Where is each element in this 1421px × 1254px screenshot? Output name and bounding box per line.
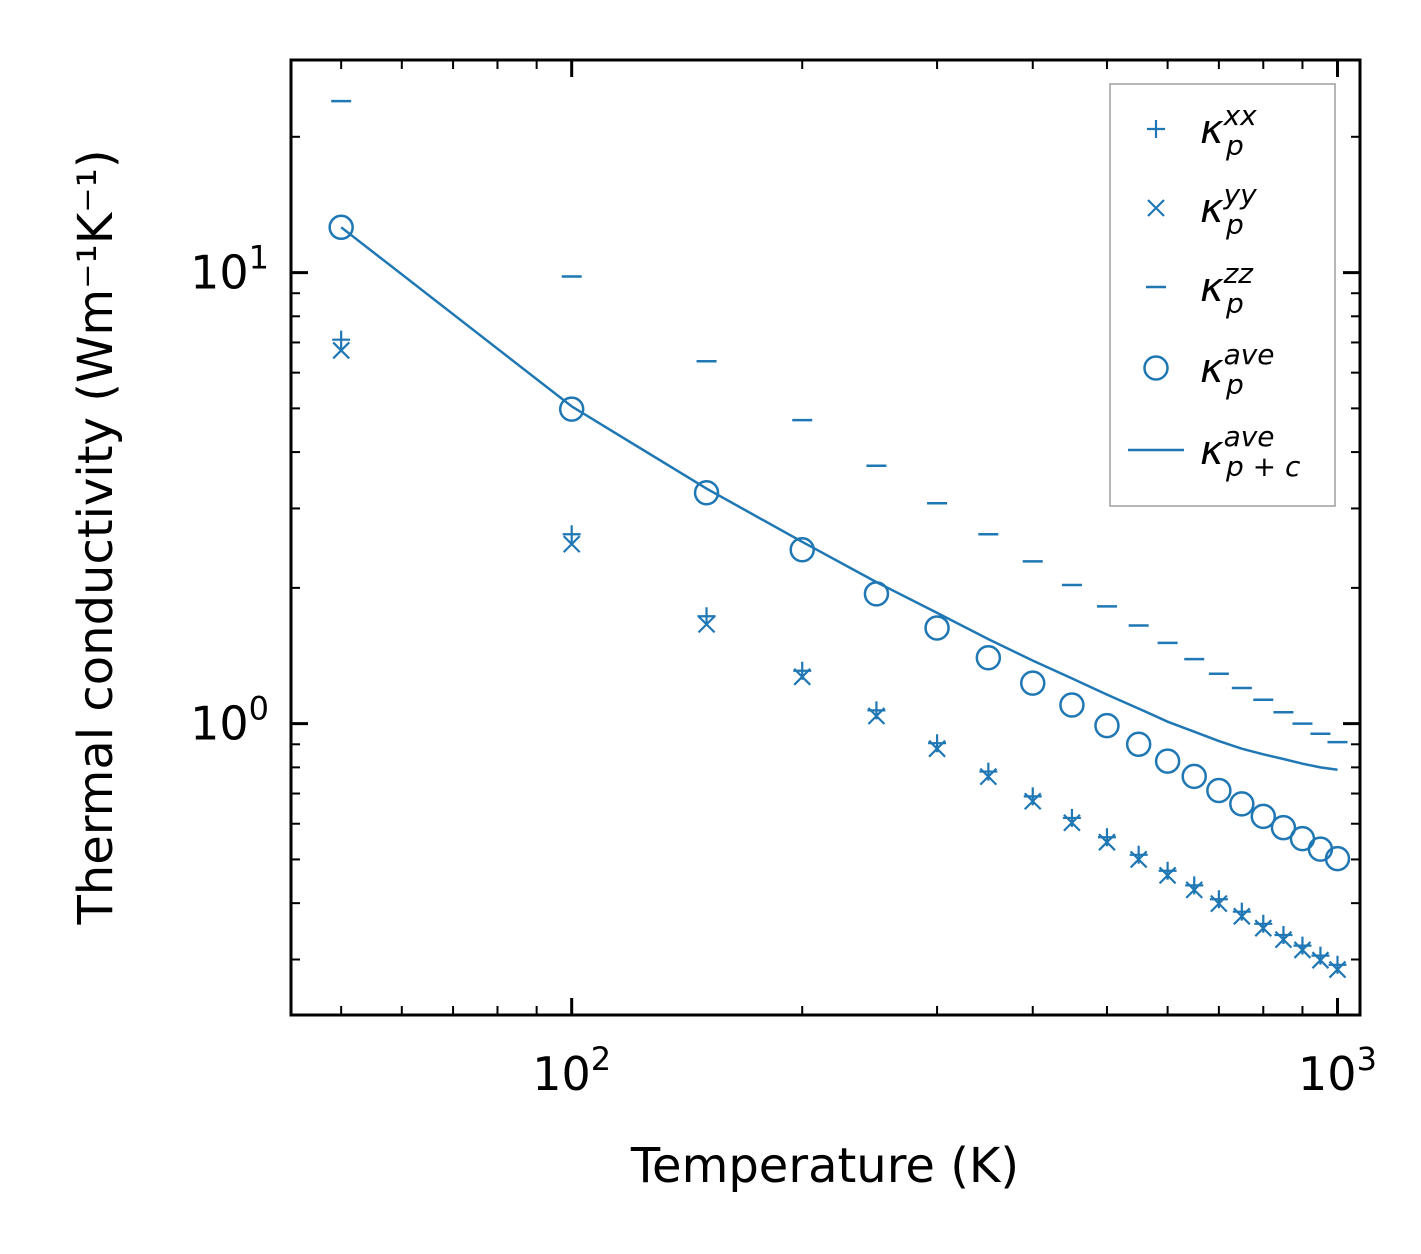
legend-label-kave: κave p — [1200, 338, 1275, 401]
data-point-kxx — [332, 330, 351, 349]
data-point-kave — [1250, 803, 1277, 830]
x-tick-label: 103 — [1298, 1040, 1377, 1101]
data-point-kyy — [1328, 960, 1347, 979]
data-point-kave — [693, 480, 720, 506]
data-point-kyy — [697, 615, 716, 634]
data-point-kave — [1307, 836, 1334, 862]
tick-labels: 102 103 100 101 — [190, 239, 1377, 1101]
series-kzz — [331, 99, 1348, 744]
data-point-kxx — [562, 525, 581, 544]
series-kave — [328, 214, 1351, 872]
data-point-kyy — [1293, 941, 1312, 959]
plot-area — [328, 99, 1351, 979]
data-point-kxx — [1254, 914, 1273, 933]
data-point-kyy — [928, 739, 946, 758]
data-point-kave — [1125, 731, 1152, 758]
x-tick-label: 102 — [532, 1040, 611, 1101]
legend: κxx p κyy p κzz p κave p κave p + c — [1109, 83, 1336, 507]
data-point-kxx — [1311, 946, 1330, 965]
data-point-kxx — [1158, 861, 1177, 880]
data-point-kyy — [1185, 881, 1204, 899]
data-point-kyy — [867, 707, 886, 725]
data-point-kyy — [1233, 907, 1251, 926]
data-point-kave — [975, 644, 1002, 671]
series-kyy — [332, 341, 1347, 979]
data-point-kyy — [1210, 894, 1228, 913]
data-point-kxx — [1274, 925, 1293, 944]
data-point-kxx — [1185, 876, 1204, 895]
data-point-kyy — [1254, 919, 1273, 937]
data-point-kave — [1289, 825, 1316, 852]
data-point-kave — [1094, 712, 1120, 739]
data-point-kyy — [1158, 866, 1177, 885]
plot-frame — [289, 58, 1362, 1017]
series-kave_pc — [340, 226, 1338, 772]
data-point-kave — [1154, 748, 1181, 774]
y-tick-label: 100 — [190, 690, 269, 751]
x-axis-title: Temperature (K) — [630, 1138, 1019, 1194]
legend-handle-kxx — [1147, 120, 1165, 138]
data-point-kave — [1181, 763, 1207, 790]
data-point-kyy — [562, 535, 581, 553]
data-point-kxx — [1232, 902, 1251, 921]
legend-frame — [1109, 83, 1336, 507]
data-point-kxx — [1129, 845, 1148, 864]
data-point-kave — [558, 396, 585, 422]
major-ticks — [291, 60, 1360, 1015]
data-point-kyy — [1274, 930, 1293, 949]
data-point-kyy — [1023, 792, 1042, 811]
legend-label-kxx: κxx p — [1200, 99, 1257, 162]
data-point-kave — [1229, 791, 1255, 817]
y-tick-label: 101 — [190, 239, 269, 300]
legend-handle-kyy — [1147, 199, 1165, 217]
data-point-kyy — [793, 668, 811, 686]
data-point-kave — [1270, 814, 1297, 841]
data-point-kave — [328, 214, 354, 241]
data-point-kave — [1324, 845, 1351, 872]
data-point-kxx — [1293, 936, 1312, 955]
y-axis-title: Thermal conductivity (Wm⁻¹K⁻¹) — [68, 149, 124, 925]
data-point-kyy — [1311, 951, 1330, 969]
data-point-kave — [1020, 670, 1046, 696]
data-point-kave — [789, 536, 815, 563]
data-point-kave — [924, 615, 950, 641]
legend-handle-kave — [1143, 355, 1169, 381]
data-point-kyy — [1098, 833, 1116, 851]
data-point-kyy — [332, 341, 350, 360]
data-point-kxx — [1209, 890, 1228, 909]
series-line-kave_pc — [340, 226, 1338, 772]
legend-label-kyy: κyy p — [1200, 178, 1257, 241]
data-point-kyy — [1063, 813, 1081, 832]
data-point-kyy — [979, 767, 998, 786]
data-point-kyy — [1129, 850, 1148, 869]
data-point-kave — [1206, 777, 1232, 804]
legend-label-kzz: κzz p — [1200, 257, 1254, 320]
legend-label-kave_pc: κave p + c — [1200, 420, 1301, 483]
data-point-kave — [1059, 692, 1085, 718]
data-point-kxx — [697, 607, 716, 626]
